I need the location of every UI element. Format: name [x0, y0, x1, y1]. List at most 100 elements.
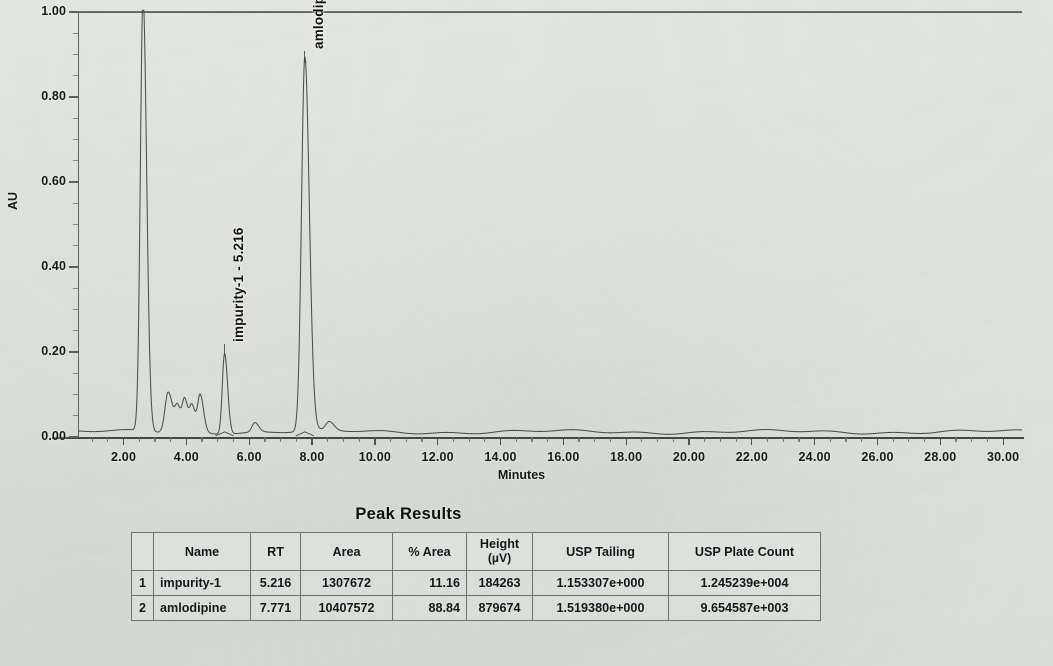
x-tick-minor: [217, 437, 219, 442]
y-tick-minor: [73, 393, 78, 396]
cell-name: impurity-1: [153, 570, 251, 596]
x-tick-minor: [845, 437, 847, 442]
table-row[interactable]: 1 impurity-1 5.216 1307672 11.16 184263 1.1533…: [131, 570, 821, 596]
integration-marker: [215, 431, 234, 437]
y-tick-minor: [73, 223, 78, 226]
x-tick-minor: [955, 437, 957, 442]
y-tick-label: 0.80: [41, 89, 66, 103]
x-tick-major: [122, 437, 125, 445]
x-tick-minor: [892, 437, 894, 442]
x-tick-minor: [594, 437, 596, 442]
x-tick-minor: [782, 437, 784, 442]
x-tick-major: [876, 437, 879, 445]
integration-marker: [295, 431, 315, 437]
chromatogram-chart: 0.00 0.20 0.40 0.60 0.80 1.00 AU 2.00 4.00 6.00…: [0, 0, 1053, 482]
x-tick-label: 4.00: [173, 450, 199, 464]
x-tick-label: 16.00: [547, 450, 580, 464]
cell-pct_area: 88.84: [392, 595, 467, 621]
y-tick-major: [69, 96, 78, 98]
x-tick-label: 18.00: [610, 450, 643, 464]
x-tick-major: [248, 437, 250, 445]
x-tick-major: [625, 437, 627, 445]
x-axis-label-text: Minutes: [497, 468, 546, 482]
x-tick-label: 20.00: [672, 450, 706, 464]
x-tick-minor: [861, 437, 863, 442]
table-row[interactable]: 2 amlodipine 7.771 10407572 88.84 879674 1.519…: [131, 595, 821, 621]
y-tick-minor: [73, 53, 78, 56]
x-tick-minor: [405, 437, 407, 442]
x-tick-minor: [358, 437, 360, 442]
plot-top-border: [78, 11, 1022, 13]
x-tick-major: [751, 437, 753, 445]
column-header-pct_area: % Area: [392, 532, 467, 571]
x-tick-minor: [264, 437, 266, 442]
y-tick-label: 0.40: [41, 259, 66, 273]
y-tick-label: 0.60: [41, 174, 66, 188]
signal-path: [77, 9, 1023, 435]
column-header-height-unit: (µV): [487, 550, 512, 565]
x-tick-major: [562, 437, 564, 445]
column-header-usp_plate_count: USP Plate Count: [668, 532, 821, 571]
column-header-name: Name: [153, 532, 251, 571]
x-tick-minor: [484, 437, 486, 442]
x-tick-minor: [389, 437, 392, 442]
x-axis-label: Minutes: [0, 468, 1053, 482]
x-tick-minor: [421, 437, 423, 442]
column-header-height-main: Height: [479, 537, 520, 552]
x-axis-line: [52, 437, 1024, 439]
column-header-area: Area: [300, 532, 393, 571]
peak-leader-line: [304, 51, 306, 63]
cell-pct_area: 11.16: [392, 570, 467, 596]
x-tick-label: 22.00: [735, 450, 768, 464]
y-tick-major: [69, 436, 78, 438]
y-tick-major: [69, 351, 78, 353]
cell-area: 1307672: [300, 570, 393, 596]
x-tick-minor: [798, 437, 800, 442]
x-tick-minor: [295, 437, 297, 442]
x-tick-minor: [232, 437, 235, 442]
y-tick-major: [69, 181, 78, 183]
x-tick-major: [374, 437, 376, 445]
x-tick-label: 24.00: [798, 450, 831, 464]
peak-results-table: Name RT Area% Area Height (µV) USP Tailing USP…: [131, 532, 821, 621]
y-tick-minor: [73, 287, 78, 289]
y-tick-minor: [73, 415, 78, 417]
cell-usp_tailing: 1.153307e+000: [532, 570, 669, 596]
column-header-rt: RT: [250, 532, 301, 571]
x-tick-minor: [578, 437, 580, 442]
y-tick-minor: [73, 75, 78, 77]
cell-area: 10407572: [300, 595, 393, 621]
y-tick-major: [69, 11, 78, 13]
cell-name: amlodipine: [153, 595, 251, 621]
y-tick-minor: [73, 330, 78, 332]
x-tick-minor: [452, 437, 454, 442]
y-tick-label: 0.20: [41, 344, 66, 358]
x-tick-minor: [656, 437, 659, 442]
x-tick-major: [499, 437, 502, 445]
peak-results-title-text: Peak Results: [355, 505, 462, 523]
x-tick-label: 26.00: [861, 450, 894, 464]
x-tick-label: 10.00: [358, 450, 391, 464]
x-tick-major: [688, 437, 690, 445]
table-header: Name RT Area% Area Height (µV) USP Tailing USP…: [131, 532, 821, 571]
y-tick-label: 0.00: [41, 429, 66, 443]
x-tick-minor: [719, 437, 721, 442]
cell-usp_plate_count: 9.654587e+003: [668, 595, 821, 621]
x-tick-major: [311, 437, 313, 445]
x-tick-major: [437, 437, 439, 445]
x-tick-label: 2.00: [110, 450, 137, 464]
x-tick-label: 6.00: [236, 450, 262, 464]
x-tick-minor: [280, 437, 282, 442]
x-tick-minor: [704, 437, 706, 442]
x-tick-minor: [986, 437, 989, 442]
x-tick-minor: [154, 437, 156, 442]
x-tick-minor: [766, 437, 769, 442]
x-tick-minor: [201, 437, 203, 442]
x-tick-major: [939, 437, 941, 445]
peak-leader-line: [224, 344, 226, 357]
x-tick-minor: [971, 437, 973, 442]
y-tick-minor: [73, 160, 78, 162]
x-tick-minor: [138, 437, 140, 442]
peak-results-title: Peak Results: [0, 505, 1053, 524]
x-tick-minor: [107, 437, 109, 442]
